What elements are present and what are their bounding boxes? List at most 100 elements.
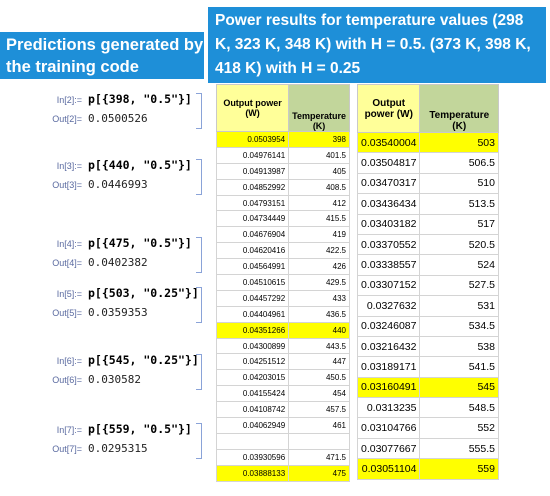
power-cell: 0.03540004 xyxy=(356,131,421,154)
temperature-cell: 450.5 xyxy=(288,369,350,387)
table-row: 0.03930596 471.5 xyxy=(215,448,350,466)
output-label: Out[6]= xyxy=(52,375,82,385)
input-label: In[4]:= xyxy=(56,239,82,249)
power-cell: 0.04676904 xyxy=(215,226,290,244)
cell-bracket[interactable] xyxy=(196,237,202,273)
table-row: 0.03370552 520.5 xyxy=(356,233,499,256)
power-cell: 0.04300899 xyxy=(215,337,290,355)
output-cell: Out[5]= 0.0359353 xyxy=(0,304,210,322)
header-temperature: Temperature (K) xyxy=(288,84,350,132)
output-value: 0.0295315 xyxy=(88,442,148,455)
table-row: 0.04203015 450.5 xyxy=(215,369,350,387)
table-row xyxy=(215,432,350,450)
input-code[interactable]: p[{398, "0.5"}] xyxy=(88,92,192,106)
table-row: 0.0503954 398 xyxy=(215,131,350,148)
power-cell: 0.03189171 xyxy=(356,356,421,378)
temperature-cell: 548.5 xyxy=(419,397,499,419)
temperature-cell: 503 xyxy=(419,131,499,154)
temperature-cell: 534.5 xyxy=(419,315,499,337)
table-row: 0.04564991 426 xyxy=(215,258,350,276)
table-row: 0.04404961 436.5 xyxy=(215,305,350,323)
temperature-cell: 426 xyxy=(288,258,350,276)
output-value: 0.030582 xyxy=(88,373,141,386)
temperature-cell: 555.5 xyxy=(419,437,499,460)
power-cell: 0.04734449 xyxy=(215,210,290,228)
cell-bracket[interactable] xyxy=(196,287,202,323)
temperature-cell: 454 xyxy=(288,385,350,403)
power-cell: 0.04793151 xyxy=(215,194,290,212)
input-label: In[3]:= xyxy=(56,161,82,171)
input-cell[interactable]: In[3]:= p[{440, "0.5"}] xyxy=(0,157,210,175)
temperature-cell: 506.5 xyxy=(419,152,499,174)
cell-bracket[interactable] xyxy=(196,423,202,459)
power-cell: 0.03051104 xyxy=(356,458,421,480)
table-row: 0.03436434 513.5 xyxy=(356,193,499,215)
power-cell: 0.04155424 xyxy=(215,385,290,403)
temperature-cell: 412 xyxy=(288,194,350,212)
temperature-cell: 408.5 xyxy=(288,178,350,196)
table-row: 0.04676904 419 xyxy=(215,226,350,244)
output-value: 0.0446993 xyxy=(88,178,148,191)
temperature-cell xyxy=(288,432,350,450)
power-cell: 0.04351266 xyxy=(215,321,290,339)
temperature-cell: 531 xyxy=(419,295,499,317)
input-code[interactable]: p[{503, "0.25"}] xyxy=(88,286,199,300)
power-cell: 0.04062949 xyxy=(215,417,290,434)
table-row: 0.04108742 457.5 xyxy=(215,401,350,419)
cell-bracket[interactable] xyxy=(196,159,202,195)
input-cell[interactable]: In[4]:= p[{475, "0.5"}] xyxy=(0,235,210,253)
input-cell[interactable]: In[6]:= p[{545, "0.25"}] xyxy=(0,352,210,370)
power-cell: 0.03888133 xyxy=(215,464,290,482)
input-label: In[5]:= xyxy=(56,289,82,299)
input-code[interactable]: p[{559, "0.5"}] xyxy=(88,422,192,436)
header-temperature: Temperature (K) xyxy=(419,84,499,133)
temperature-cell: 552 xyxy=(419,417,499,439)
table-row: 0.03189171 541.5 xyxy=(356,356,499,378)
power-cell: 0.04510615 xyxy=(215,274,290,291)
cell-bracket[interactable] xyxy=(196,354,202,390)
power-cell: 0.04404961 xyxy=(215,305,290,323)
table-row: 0.04251512 447 xyxy=(215,353,350,371)
temperature-cell: 436.5 xyxy=(288,305,350,323)
results-table-h025: Output power (W) Temperature (K) 0.03540… xyxy=(356,84,499,480)
temperature-cell: 520.5 xyxy=(419,233,499,256)
output-cell: Out[3]= 0.0446993 xyxy=(0,176,210,194)
power-cell: 0.04564991 xyxy=(215,258,290,276)
input-label: In[7]:= xyxy=(56,425,82,435)
table-row: 0.04620416 422.5 xyxy=(215,242,350,260)
temperature-cell: 433 xyxy=(288,289,350,307)
table-row: 0.0327632 531 xyxy=(356,295,499,317)
input-cell[interactable]: In[7]:= p[{559, "0.5"}] xyxy=(0,421,210,439)
input-code[interactable]: p[{475, "0.5"}] xyxy=(88,236,192,250)
temperature-cell: 538 xyxy=(419,335,499,358)
results-table-h05: Output power (W) Temperature (K) 0.05039… xyxy=(215,84,350,482)
table-row: 0.0313235 548.5 xyxy=(356,397,499,419)
input-code[interactable]: p[{545, "0.25"}] xyxy=(88,353,199,367)
input-cell[interactable]: In[5]:= p[{503, "0.25"}] xyxy=(0,285,210,303)
table-row: 0.03216432 538 xyxy=(356,335,499,358)
temperature-cell: 419 xyxy=(288,226,350,244)
input-code[interactable]: p[{440, "0.5"}] xyxy=(88,158,192,172)
power-cell: 0.03436434 xyxy=(356,193,421,215)
temperature-cell: 429.5 xyxy=(288,274,350,291)
table-row: 0.04913987 405 xyxy=(215,162,350,180)
table-row: 0.04852992 408.5 xyxy=(215,178,350,196)
table-row: 0.03246087 534.5 xyxy=(356,315,499,337)
table-row: 0.03051104 559 xyxy=(356,458,499,480)
cell-bracket[interactable] xyxy=(196,93,202,129)
temperature-cell: 524 xyxy=(419,254,499,276)
power-cell: 0.03077667 xyxy=(356,437,421,460)
temperature-cell: 457.5 xyxy=(288,401,350,419)
power-cell: 0.03338557 xyxy=(356,254,421,276)
table-row: 0.04155424 454 xyxy=(215,385,350,403)
table-row: 0.04510615 429.5 xyxy=(215,274,350,291)
input-cell[interactable]: In[2]:= p[{398, "0.5"}] xyxy=(0,91,210,109)
table-row: 0.03160491 545 xyxy=(356,376,499,399)
temperature-cell: 401.5 xyxy=(288,146,350,164)
power-cell: 0.04913987 xyxy=(215,162,290,180)
table-row: 0.03504817 506.5 xyxy=(356,152,499,174)
temperature-cell: 461 xyxy=(288,417,350,434)
power-cell: 0.04620416 xyxy=(215,242,290,260)
output-value: 0.0500526 xyxy=(88,112,148,125)
temperature-cell: 475 xyxy=(288,464,350,482)
